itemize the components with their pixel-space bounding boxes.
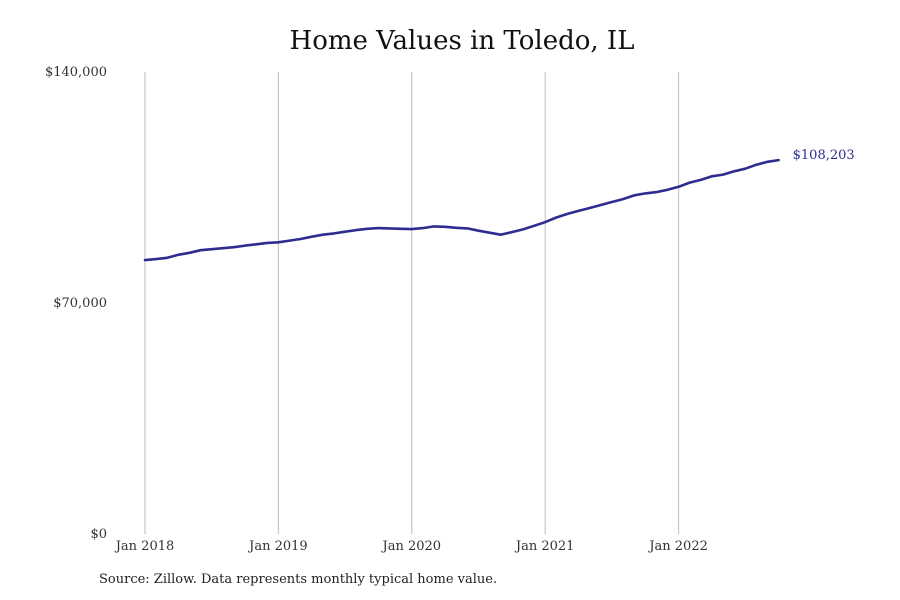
y-tick-label: $0 (90, 527, 107, 542)
y-tick-label: $70,000 (53, 296, 107, 311)
x-tick-label: Jan 2018 (114, 539, 175, 554)
end-value-label: $108,203 (793, 148, 855, 163)
x-tick-label: Jan 2020 (381, 539, 442, 554)
chart-title: Home Values in Toledo, IL (289, 26, 635, 56)
x-tick-label: Jan 2019 (247, 539, 308, 554)
series-line (143, 158, 780, 262)
x-axis-ticks: Jan 2018 Jan 2019 Jan 2020 Jan 2021 Jan 2022 (114, 539, 708, 554)
source-note: Source: Zillow. Data represents monthly … (99, 572, 498, 587)
gridlines (144, 72, 680, 534)
y-tick-label: $140,000 (45, 65, 107, 80)
x-tick-label: Jan 2022 (647, 539, 708, 554)
y-axis-ticks: $0 $70,000 $140,000 (45, 65, 107, 542)
x-tick-label: Jan 2021 (514, 539, 575, 554)
